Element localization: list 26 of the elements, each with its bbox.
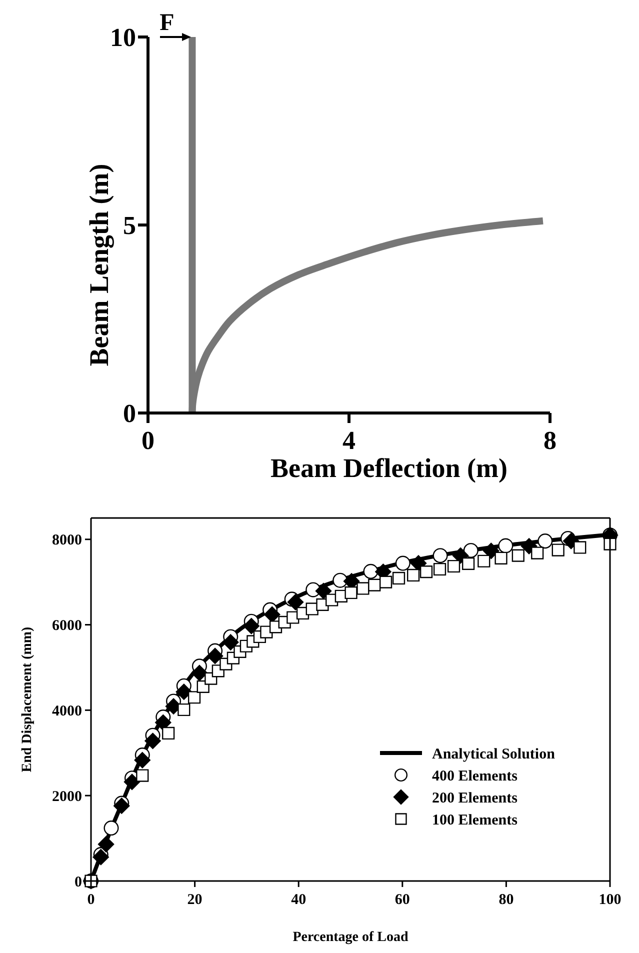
x-tick-label: 4	[342, 426, 356, 455]
text: F	[160, 10, 174, 36]
x-axis-title: Percentage of Load	[292, 930, 409, 945]
y-tick-label: 0	[74, 874, 82, 890]
y-axis-title: Beam Length (m)	[84, 164, 114, 366]
y-tick-label: 10	[110, 23, 136, 52]
x-tick-label: 0	[87, 892, 95, 908]
x-tick-label: 60	[394, 892, 410, 908]
x-tick-label: 8	[544, 426, 556, 455]
legend-label: 200 Elements	[432, 790, 518, 806]
x-tick-label: 100	[598, 892, 622, 908]
x-tick-label: 0	[142, 426, 154, 455]
x-axis-title: Beam Deflection (m)	[270, 453, 508, 483]
legend-label: Analytical Solution	[432, 746, 556, 762]
y-tick-label: 0	[123, 399, 136, 428]
legend-label: 100 Elements	[432, 812, 518, 828]
legend-label: 400 Elements	[432, 768, 518, 784]
y-axis-title: End Displacement (mm)	[20, 626, 35, 772]
x-tick-label: 20	[187, 892, 202, 908]
y-tick-label: 8000	[52, 532, 82, 549]
x-tick-label: 40	[291, 892, 306, 908]
y-tick-label: 5	[123, 211, 136, 240]
y-tick-label: 2000	[52, 788, 82, 805]
y-tick-label: 4000	[52, 703, 82, 720]
y-tick-label: 6000	[52, 618, 82, 634]
x-tick-label: 80	[498, 892, 514, 908]
